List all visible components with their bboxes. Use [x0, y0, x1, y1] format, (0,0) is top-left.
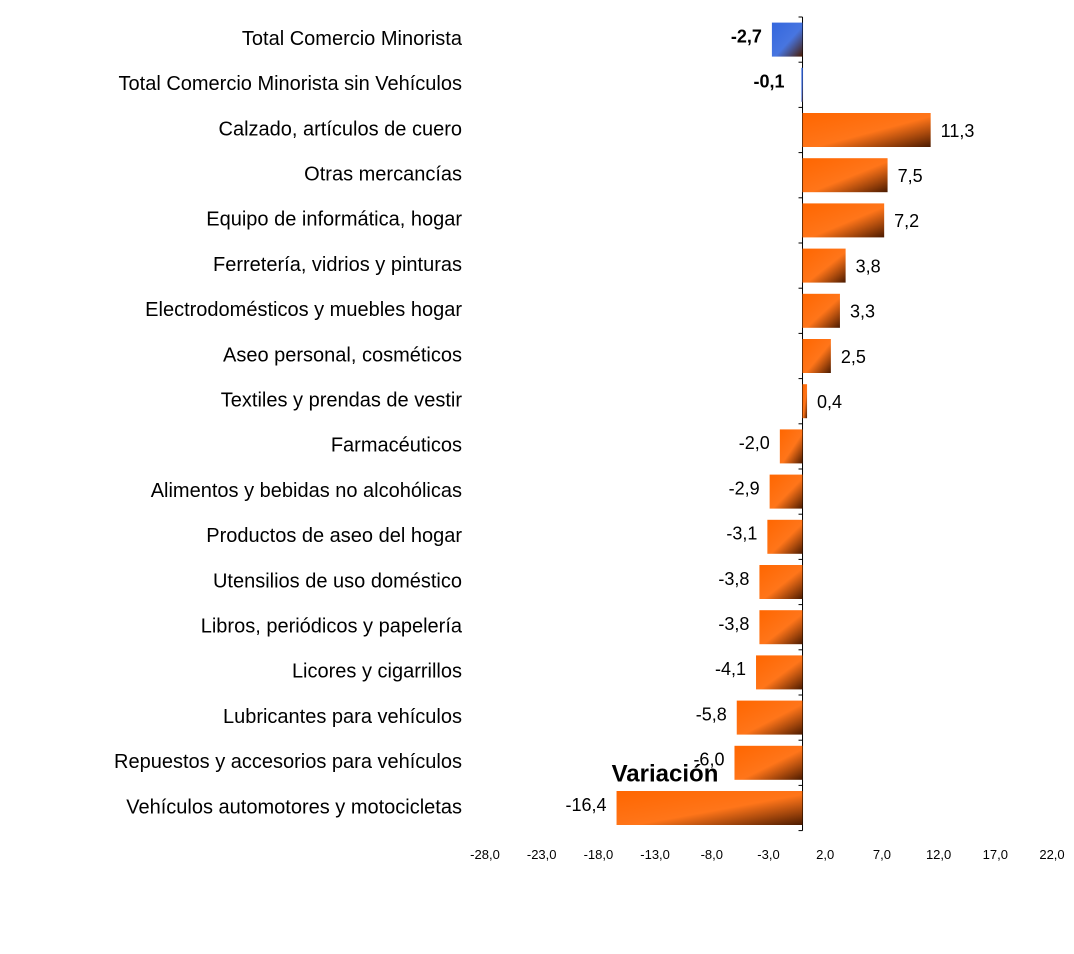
data-label: -0,1 [753, 72, 784, 92]
category-label: Total Comercio Minorista [242, 28, 463, 50]
data-label: 3,8 [856, 256, 881, 276]
category-label: Libros, periódicos y papelería [201, 615, 463, 637]
bar [802, 158, 888, 193]
bar [756, 655, 803, 690]
category-label: Repuestos y accesorios para vehículos [114, 751, 462, 773]
bar [801, 67, 803, 102]
x-tick-label: 7,0 [873, 847, 891, 862]
bar [759, 565, 803, 599]
bar [802, 339, 831, 373]
data-label: -3,8 [718, 614, 749, 634]
category-label: Ferretería, vidrios y pinturas [213, 254, 462, 276]
x-tick-label: -13,0 [640, 847, 670, 862]
bar [802, 203, 885, 238]
category-label: Equipo de informática, hogar [206, 209, 462, 231]
data-label: 11,3 [941, 121, 975, 141]
data-label: -2,9 [729, 478, 760, 498]
bar [802, 113, 931, 147]
category-label: Lubricantes para vehículos [223, 706, 462, 728]
data-label: 3,3 [850, 302, 875, 322]
category-label: Alimentos y bebidas no alcohólicas [151, 480, 462, 502]
bar [616, 791, 803, 825]
data-label: -4,1 [715, 659, 746, 679]
bar [802, 293, 840, 328]
category-label: Productos de aseo del hogar [206, 525, 462, 547]
data-label: -3,1 [726, 524, 757, 544]
category-label: Total Comercio Minorista sin Vehículos [119, 73, 462, 95]
bar [736, 700, 803, 735]
category-label: Utensilios de uso doméstico [213, 570, 462, 592]
category-label: Farmacéuticos [331, 435, 462, 457]
data-label: -2,0 [739, 433, 770, 453]
category-label: Licores y cigarrillos [292, 661, 462, 683]
x-tick-label: -23,0 [527, 847, 557, 862]
bar [779, 429, 803, 464]
bar [802, 248, 846, 283]
x-tick-label: -3,0 [757, 847, 779, 862]
data-label: -6,0 [693, 750, 724, 770]
bar [734, 745, 803, 780]
data-label: 2,5 [841, 347, 866, 367]
bar [771, 22, 803, 57]
category-label: Otras mercancías [304, 163, 462, 185]
category-label: Electrodomésticos y muebles hogar [145, 299, 462, 321]
category-label: Textiles y prendas de vestir [221, 389, 463, 411]
data-label: -2,7 [731, 26, 762, 46]
bar [767, 519, 803, 554]
x-tick-label: -28,0 [470, 847, 500, 862]
data-label: -5,8 [696, 704, 727, 724]
x-tick-label: -18,0 [584, 847, 614, 862]
data-label: 0,4 [817, 392, 842, 412]
category-label: Vehículos automotores y motocicletas [126, 796, 462, 818]
data-label: -3,8 [718, 569, 749, 589]
data-label: 7,2 [894, 211, 919, 231]
x-tick-label: 2,0 [816, 847, 834, 862]
data-label: 7,5 [898, 166, 923, 186]
data-label: -16,4 [566, 795, 607, 815]
x-axis-label: Variación [612, 760, 719, 787]
x-tick-label: -8,0 [701, 847, 723, 862]
bar [759, 610, 803, 645]
bar [802, 384, 808, 419]
x-tick-label: 12,0 [926, 847, 951, 862]
x-tick-label: 22,0 [1039, 847, 1064, 862]
bar [769, 474, 803, 509]
category-label: Calzado, artículos de cuero [219, 118, 462, 140]
x-tick-label: 17,0 [983, 847, 1008, 862]
category-label: Aseo personal, cosméticos [223, 344, 462, 366]
